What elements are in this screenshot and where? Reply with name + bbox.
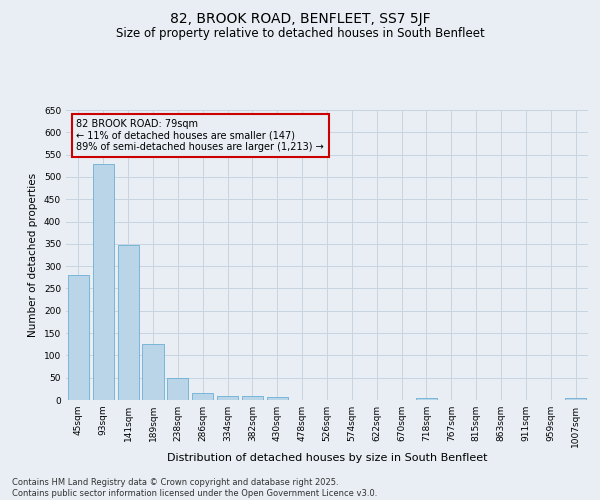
Bar — [192, 394, 213, 400]
Bar — [93, 164, 114, 400]
Bar — [217, 396, 238, 400]
Bar — [68, 275, 89, 400]
Text: Contains HM Land Registry data © Crown copyright and database right 2025.
Contai: Contains HM Land Registry data © Crown c… — [12, 478, 377, 498]
Text: 82 BROOK ROAD: 79sqm
← 11% of detached houses are smaller (147)
89% of semi-deta: 82 BROOK ROAD: 79sqm ← 11% of detached h… — [76, 118, 324, 152]
Bar — [416, 398, 437, 400]
Text: 82, BROOK ROAD, BENFLEET, SS7 5JF: 82, BROOK ROAD, BENFLEET, SS7 5JF — [170, 12, 430, 26]
Bar — [118, 245, 139, 400]
Y-axis label: Number of detached properties: Number of detached properties — [28, 173, 38, 337]
Bar — [242, 396, 263, 400]
Text: Size of property relative to detached houses in South Benfleet: Size of property relative to detached ho… — [116, 28, 484, 40]
Bar — [142, 344, 164, 400]
X-axis label: Distribution of detached houses by size in South Benfleet: Distribution of detached houses by size … — [167, 452, 487, 462]
Bar — [267, 398, 288, 400]
Bar — [167, 378, 188, 400]
Bar — [565, 398, 586, 400]
